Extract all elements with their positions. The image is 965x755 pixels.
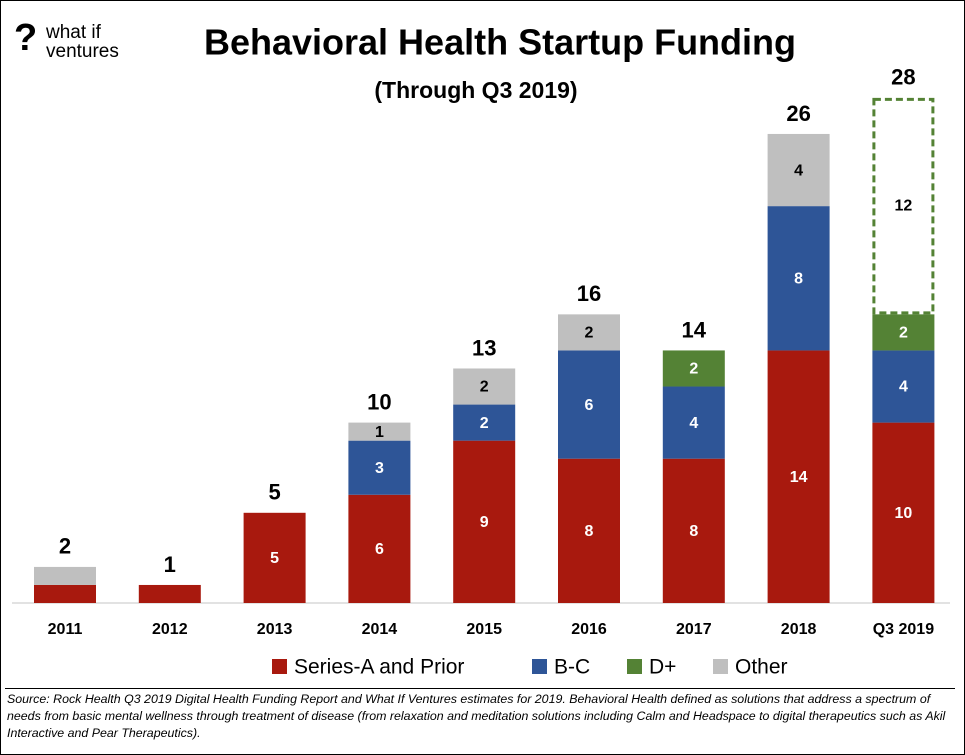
bar-segment	[662, 386, 725, 459]
x-tick-label: 2015	[466, 621, 502, 638]
legend-label: Series-A and Prior	[294, 656, 464, 679]
bar-segment	[348, 494, 411, 603]
projected-segment	[872, 97, 935, 315]
data-label: 2	[585, 325, 594, 342]
data-label: 10	[895, 505, 913, 522]
x-tick-label: 2011	[48, 621, 83, 638]
x-tick-label: 2014	[362, 621, 398, 638]
bar-segment	[348, 440, 411, 495]
data-label: 1	[375, 424, 384, 441]
data-label: 2	[689, 361, 698, 378]
bar-segment	[662, 458, 725, 603]
data-label: 14	[790, 469, 808, 486]
data-label: 6	[375, 541, 384, 558]
data-label: 12	[895, 197, 913, 214]
x-tick-label: Q3 2019	[873, 621, 934, 638]
x-tick-label: 2018	[781, 621, 817, 638]
bar-segment	[767, 206, 830, 351]
bar-segment	[453, 368, 516, 405]
data-label: 2	[899, 325, 908, 342]
x-tick-label: 2013	[257, 621, 293, 638]
bar-segment	[138, 584, 201, 603]
data-label: 6	[585, 397, 594, 414]
legend-label: B-C	[554, 656, 590, 679]
bar-segment	[872, 314, 935, 351]
data-label: 8	[585, 523, 594, 540]
total-label: 28	[891, 65, 915, 90]
total-label: 2	[59, 534, 71, 559]
bar-segment	[558, 350, 620, 459]
total-label: 26	[786, 101, 810, 126]
data-label: 8	[794, 270, 803, 287]
chart-title: Behavioral Health Startup Funding	[204, 22, 796, 63]
data-label: 8	[689, 523, 698, 540]
data-label: 4	[899, 379, 908, 396]
chart: ? what if ventures Behavioral Health Sta…	[12, 17, 950, 679]
logo-text: ventures	[46, 41, 119, 62]
bar-segment	[872, 422, 935, 603]
legend-swatch	[532, 659, 547, 674]
x-tick-label: 2016	[571, 621, 607, 638]
bar-segment	[872, 350, 935, 423]
total-label: 1	[164, 552, 176, 577]
total-label: 16	[577, 281, 601, 306]
data-label: 4	[689, 415, 698, 432]
total-label: 10	[367, 389, 391, 414]
legend-label: Other	[735, 656, 788, 679]
chart-subtitle: (Through Q3 2019)	[374, 77, 577, 103]
data-label: 2	[480, 379, 489, 396]
data-label: 5	[270, 550, 279, 567]
x-tick-label: 2012	[152, 621, 188, 638]
bar-segment	[767, 350, 830, 603]
data-label: 3	[375, 460, 384, 477]
total-label: 14	[682, 317, 707, 342]
bar-segment	[662, 350, 725, 387]
bar-segment	[558, 458, 620, 603]
logo-mark: ?	[14, 17, 37, 59]
data-label: 4	[794, 162, 803, 179]
bar-segment	[767, 133, 830, 207]
bar-segment	[453, 404, 516, 441]
total-label: 5	[268, 480, 280, 505]
bar-segment	[558, 314, 620, 351]
bar-segment	[243, 512, 306, 603]
bar-segment	[34, 566, 96, 585]
bar-segment	[34, 584, 96, 603]
data-label: 9	[480, 514, 489, 531]
bar-segment	[348, 422, 411, 441]
bar-segment	[453, 440, 516, 603]
total-label: 13	[472, 335, 496, 360]
legend-label: D+	[649, 656, 676, 679]
legend-swatch	[713, 659, 728, 674]
footnote: Source: Rock Health Q3 2019 Digital Heal…	[5, 688, 955, 748]
x-tick-label: 2017	[676, 621, 712, 638]
logo-text: what if	[45, 22, 102, 43]
legend-swatch	[627, 659, 642, 674]
data-label: 2	[480, 415, 489, 432]
legend-swatch	[272, 659, 287, 674]
